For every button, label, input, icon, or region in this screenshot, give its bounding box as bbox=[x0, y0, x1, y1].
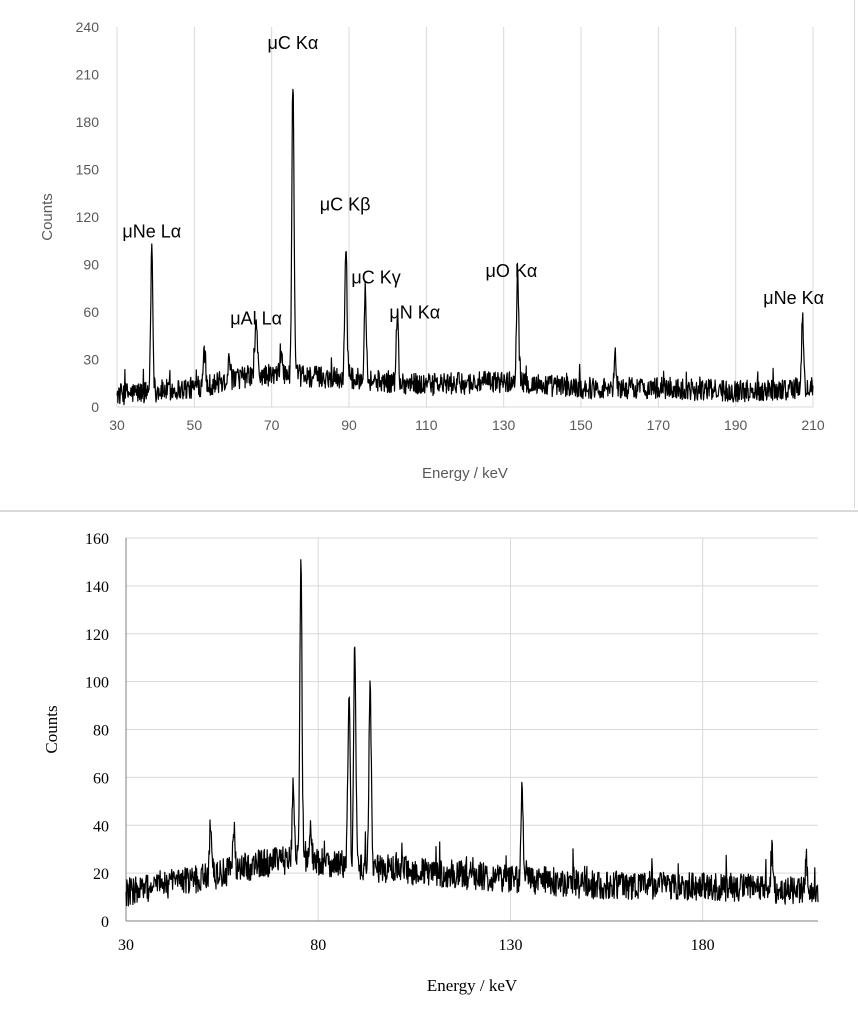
peak-annotation: μNe Kα bbox=[763, 288, 824, 308]
top-spectrum-chart: 30 50 70 90 110 130 150 170 190 210 0 30 60 90 120 150 1… bbox=[39, 19, 825, 482]
bottom-spectrum-chart: 0 20 40 60 80 100 120 140 160 30 80 130 180 Energy / … bbox=[42, 531, 819, 995]
y-tick-label: 140 bbox=[85, 579, 109, 596]
spectrum-trace-bottom bbox=[125, 559, 819, 907]
x-tick-label: 50 bbox=[187, 417, 203, 433]
y-tick-label: 120 bbox=[76, 209, 100, 225]
x-tick-label: 30 bbox=[118, 937, 134, 954]
y-tick-label: 80 bbox=[93, 723, 109, 740]
peak-annotation: μC Kγ bbox=[351, 268, 400, 288]
x-tick-label: 130 bbox=[492, 417, 516, 433]
peak-annotation: μC Kβ bbox=[320, 195, 371, 215]
y-tick-label: 20 bbox=[93, 866, 109, 883]
y-tick-label: 100 bbox=[85, 675, 109, 692]
peak-annotation: μNe Lα bbox=[122, 222, 181, 242]
peak-annotation: μC Kα bbox=[268, 33, 319, 53]
x-tick-label: 170 bbox=[647, 417, 671, 433]
peak-annotation: μAl Lα bbox=[230, 309, 282, 329]
y-tick-label: 90 bbox=[83, 257, 99, 273]
y-tick-label: 60 bbox=[83, 304, 99, 320]
x-tick-label: 210 bbox=[801, 417, 825, 433]
x-tick-label: 150 bbox=[569, 417, 593, 433]
x-tick-label: 80 bbox=[310, 937, 326, 954]
y-tick-label: 150 bbox=[76, 162, 100, 178]
y-tick-label: 120 bbox=[85, 627, 109, 644]
y-tick-label: 160 bbox=[85, 531, 109, 548]
y-tick-label: 180 bbox=[76, 114, 100, 130]
spectrum-trace-top bbox=[116, 88, 814, 406]
y-tick-label: 30 bbox=[83, 352, 99, 368]
y-tick-label: 0 bbox=[101, 914, 109, 931]
y-tick-label: 210 bbox=[76, 67, 100, 83]
x-axis-title: Energy / keV bbox=[427, 976, 518, 995]
top-chart-frame bbox=[2, 0, 855, 508]
y-axis-title: Counts bbox=[42, 705, 61, 753]
x-axis-title: Energy / keV bbox=[422, 465, 508, 482]
y-tick-label: 60 bbox=[93, 770, 109, 787]
x-tick-label: 130 bbox=[498, 937, 522, 954]
x-tick-label: 90 bbox=[341, 417, 357, 433]
x-tick-label: 190 bbox=[724, 417, 748, 433]
peak-annotation: μO Kα bbox=[486, 261, 538, 281]
chart-divider bbox=[0, 510, 858, 512]
x-tick-label: 70 bbox=[264, 417, 280, 433]
x-tick-label: 30 bbox=[109, 417, 125, 433]
y-tick-label: 240 bbox=[76, 19, 100, 35]
x-tick-label: 110 bbox=[415, 417, 438, 433]
y-tick-label: 0 bbox=[91, 399, 99, 415]
x-tick-label: 180 bbox=[691, 937, 715, 954]
peak-annotation: μN Kα bbox=[389, 302, 440, 322]
y-tick-label: 40 bbox=[93, 818, 109, 835]
y-axis-title: Counts bbox=[39, 193, 56, 241]
